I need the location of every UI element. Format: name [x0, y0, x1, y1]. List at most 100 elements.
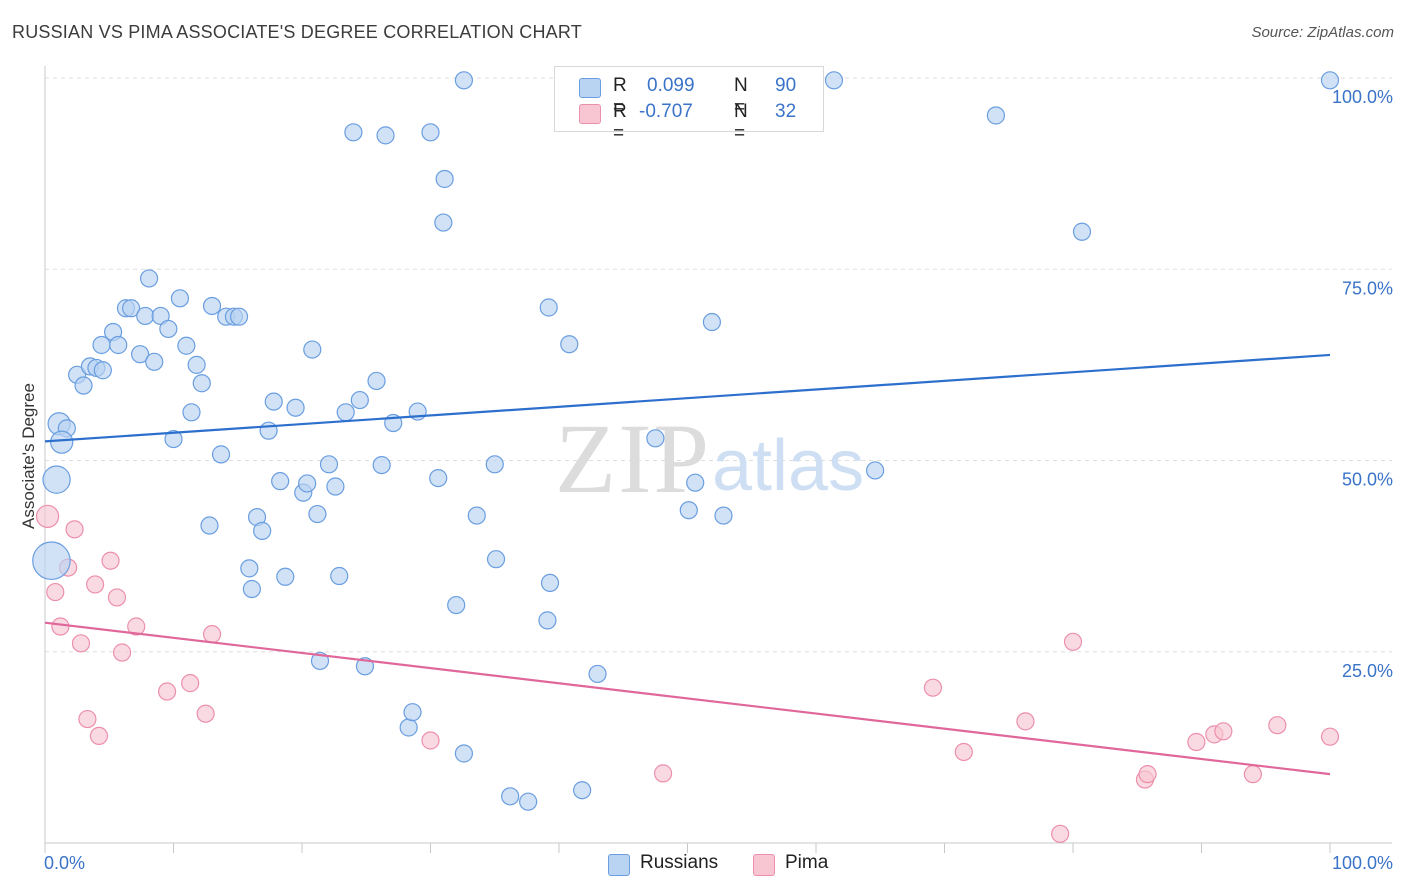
russians-point	[159, 319, 178, 339]
russians-point	[447, 595, 466, 615]
russians-point	[139, 269, 159, 288]
pima-point	[51, 617, 70, 636]
pima-point	[181, 674, 200, 693]
russians-point	[240, 559, 259, 578]
russians-point	[1072, 222, 1092, 241]
series-label-pima: Pima	[785, 852, 829, 873]
russians-point	[32, 541, 71, 581]
russians-point	[192, 374, 211, 393]
russians-point	[271, 472, 290, 491]
legend-n-value: 90	[775, 75, 797, 96]
russians-point	[200, 516, 219, 535]
watermark-zip: ZIP	[555, 403, 711, 514]
russians-point	[336, 403, 355, 422]
axes	[44, 66, 1392, 853]
pima-point	[1051, 824, 1070, 843]
pima-point	[71, 634, 91, 653]
russians-point	[501, 787, 520, 806]
chart-title: RUSSIAN VS PIMA ASSOCIATE'S DEGREE CORRE…	[12, 22, 582, 42]
pima-point	[1187, 732, 1206, 752]
russians-point	[145, 352, 164, 371]
russians-point	[286, 398, 305, 417]
pima-point	[1214, 722, 1233, 741]
russians-point	[355, 657, 375, 676]
russians-point	[344, 123, 363, 142]
russians-point	[646, 429, 665, 448]
russians-point	[421, 123, 440, 142]
russians-point	[187, 355, 206, 374]
russians-trend-line	[44, 353, 1331, 443]
russians-point	[824, 71, 844, 90]
russians-point	[714, 506, 733, 525]
y-tick-label: 100.0%	[1332, 87, 1393, 107]
pima-point	[157, 682, 177, 701]
pima-point	[1268, 716, 1287, 735]
pima-point	[89, 726, 109, 746]
series-swatch-russians	[608, 854, 630, 876]
pima-point	[112, 643, 132, 662]
russians-point	[121, 299, 141, 318]
russians-point	[434, 213, 453, 232]
russians-point	[202, 296, 222, 316]
russians-point	[276, 567, 295, 586]
trend-lines	[44, 353, 1331, 776]
series-swatch-pima	[753, 854, 775, 876]
russians-point	[376, 126, 395, 145]
russians-point	[467, 506, 486, 525]
russians-point	[298, 474, 317, 493]
correlation-legend: R = 0.099 N = 90 R = -0.707 N = 32	[554, 66, 824, 144]
russians-point	[702, 312, 722, 332]
x-tick-label: 0.0%	[44, 853, 85, 873]
series-label-russians: Russians	[640, 852, 719, 873]
pima-point	[101, 551, 120, 570]
pima-point	[421, 731, 440, 750]
pima-point	[653, 764, 673, 783]
y-tick-label: 75.0%	[1342, 278, 1393, 298]
watermark: ZIP atlas	[555, 403, 864, 514]
y-tick-label: 50.0%	[1342, 470, 1393, 490]
russians-point	[686, 473, 705, 492]
russians-point	[259, 421, 278, 440]
pima-point	[954, 742, 973, 762]
russians-point	[229, 307, 249, 326]
legend-n-label: N =	[734, 75, 748, 118]
russians-point	[319, 455, 339, 474]
russians-point	[486, 550, 506, 569]
russians-point	[182, 403, 201, 422]
pima-point	[65, 520, 84, 539]
russians-point	[560, 335, 579, 354]
russians-point	[367, 371, 386, 391]
russians-point	[454, 744, 474, 763]
russians-point	[435, 169, 454, 189]
russians-point	[485, 455, 504, 474]
russians-point	[74, 376, 93, 395]
russians-point	[1320, 71, 1340, 90]
russians-point	[253, 521, 272, 540]
pima-point	[196, 704, 215, 723]
russians-point	[308, 504, 327, 524]
russians-point	[540, 573, 560, 593]
russians-point	[170, 289, 190, 308]
pima-point	[107, 588, 127, 607]
russians-point	[454, 71, 474, 90]
russians-point	[350, 390, 369, 410]
tick-labels: 25.0% 50.0% 75.0% 100.0% 0.0% 100.0%	[44, 87, 1393, 873]
russians-point	[573, 781, 592, 800]
pima-points	[35, 504, 1340, 843]
russians-point	[538, 611, 557, 630]
russians-point	[429, 468, 448, 488]
russians-point	[264, 392, 283, 411]
legend-n-value: 32	[775, 101, 797, 122]
legend-swatch-pima	[579, 104, 601, 124]
x-tick-label: 100.0%	[1332, 853, 1393, 873]
pima-trend-line	[44, 621, 1331, 776]
pima-point	[923, 678, 943, 697]
russians-point	[109, 335, 128, 355]
russians-point	[539, 298, 558, 317]
russians-point	[372, 455, 391, 475]
pima-point	[1016, 712, 1035, 731]
russians-points	[32, 71, 1340, 811]
russians-point	[679, 501, 698, 520]
russians-point	[399, 718, 418, 737]
